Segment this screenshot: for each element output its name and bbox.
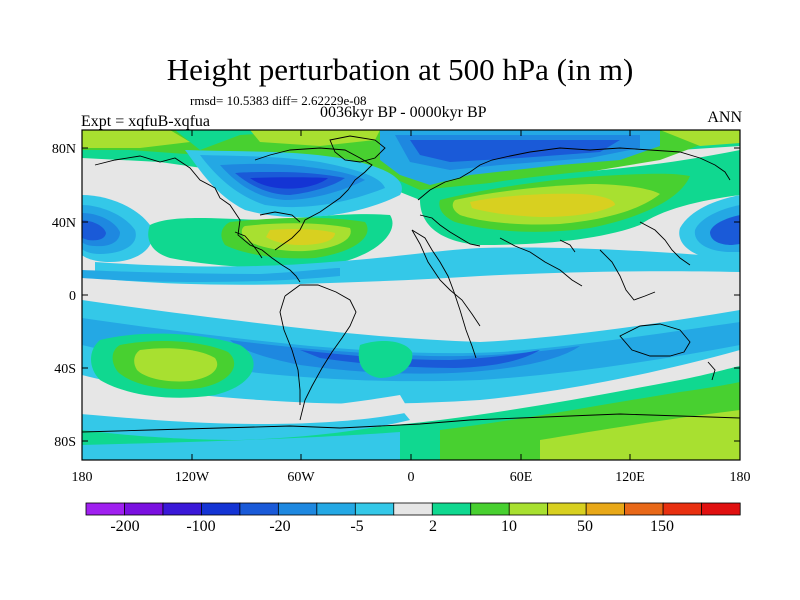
colorbar-swatch <box>431 502 472 516</box>
lon-label: 0 <box>408 470 415 485</box>
map-title: Height perturbation at 500 hPa (in m) <box>166 52 634 87</box>
colorbar-swatch <box>508 502 549 516</box>
colorbar-swatch <box>662 502 703 516</box>
colorbar-swatch <box>701 502 741 516</box>
lon-label: 60E <box>510 470 533 485</box>
colorbar-label: 2 <box>429 518 437 535</box>
colorbar-swatch <box>277 502 318 516</box>
lat-label: 80S <box>54 435 76 450</box>
lon-label: 60W <box>287 470 315 485</box>
colorbar-swatch <box>624 502 664 516</box>
lon-label: 120E <box>615 470 645 485</box>
height-field <box>82 130 740 460</box>
colorbar-swatch <box>585 502 626 516</box>
colorbar-swatch <box>470 502 510 516</box>
lat-label: 40S <box>54 362 76 377</box>
lon-label: 120W <box>175 470 210 485</box>
season-label: ANN <box>707 109 742 126</box>
colorbar-label: 50 <box>577 518 593 535</box>
colorbar-label: -100 <box>186 518 215 535</box>
colorbar-label: -20 <box>269 518 290 535</box>
lon-label: 180 <box>730 470 751 485</box>
lat-label: 0 <box>69 289 76 304</box>
colorbar-swatch <box>239 502 279 516</box>
axis-ticks <box>81 130 741 460</box>
colorbar-swatch <box>162 502 203 516</box>
colorbar-swatch <box>201 502 241 516</box>
colorbar-label: 10 <box>501 518 517 535</box>
colorbar-swatch <box>354 502 395 516</box>
period-label: 0036kyr BP - 0000kyr BP <box>320 104 487 121</box>
colorbar-swatch <box>85 502 126 516</box>
lat-label: 80N <box>52 142 76 157</box>
lon-label: 180 <box>72 470 93 485</box>
colorbar-swatch <box>316 502 356 516</box>
colorbar-label: 150 <box>650 518 674 535</box>
colorbar-label: -5 <box>350 518 363 535</box>
colorbar-swatch <box>547 502 587 516</box>
coastlines <box>82 135 740 433</box>
colorbar-swatch <box>393 502 433 516</box>
colorbar <box>85 502 741 516</box>
lat-label: 40N <box>52 216 76 231</box>
colorbar-swatch <box>124 502 164 516</box>
experiment-label: Expt = xqfuB-xqfua <box>81 113 210 130</box>
stats-text: rmsd= 10.5383 diff= 2.62229e-08 <box>190 93 367 108</box>
colorbar-label: -200 <box>110 518 139 535</box>
